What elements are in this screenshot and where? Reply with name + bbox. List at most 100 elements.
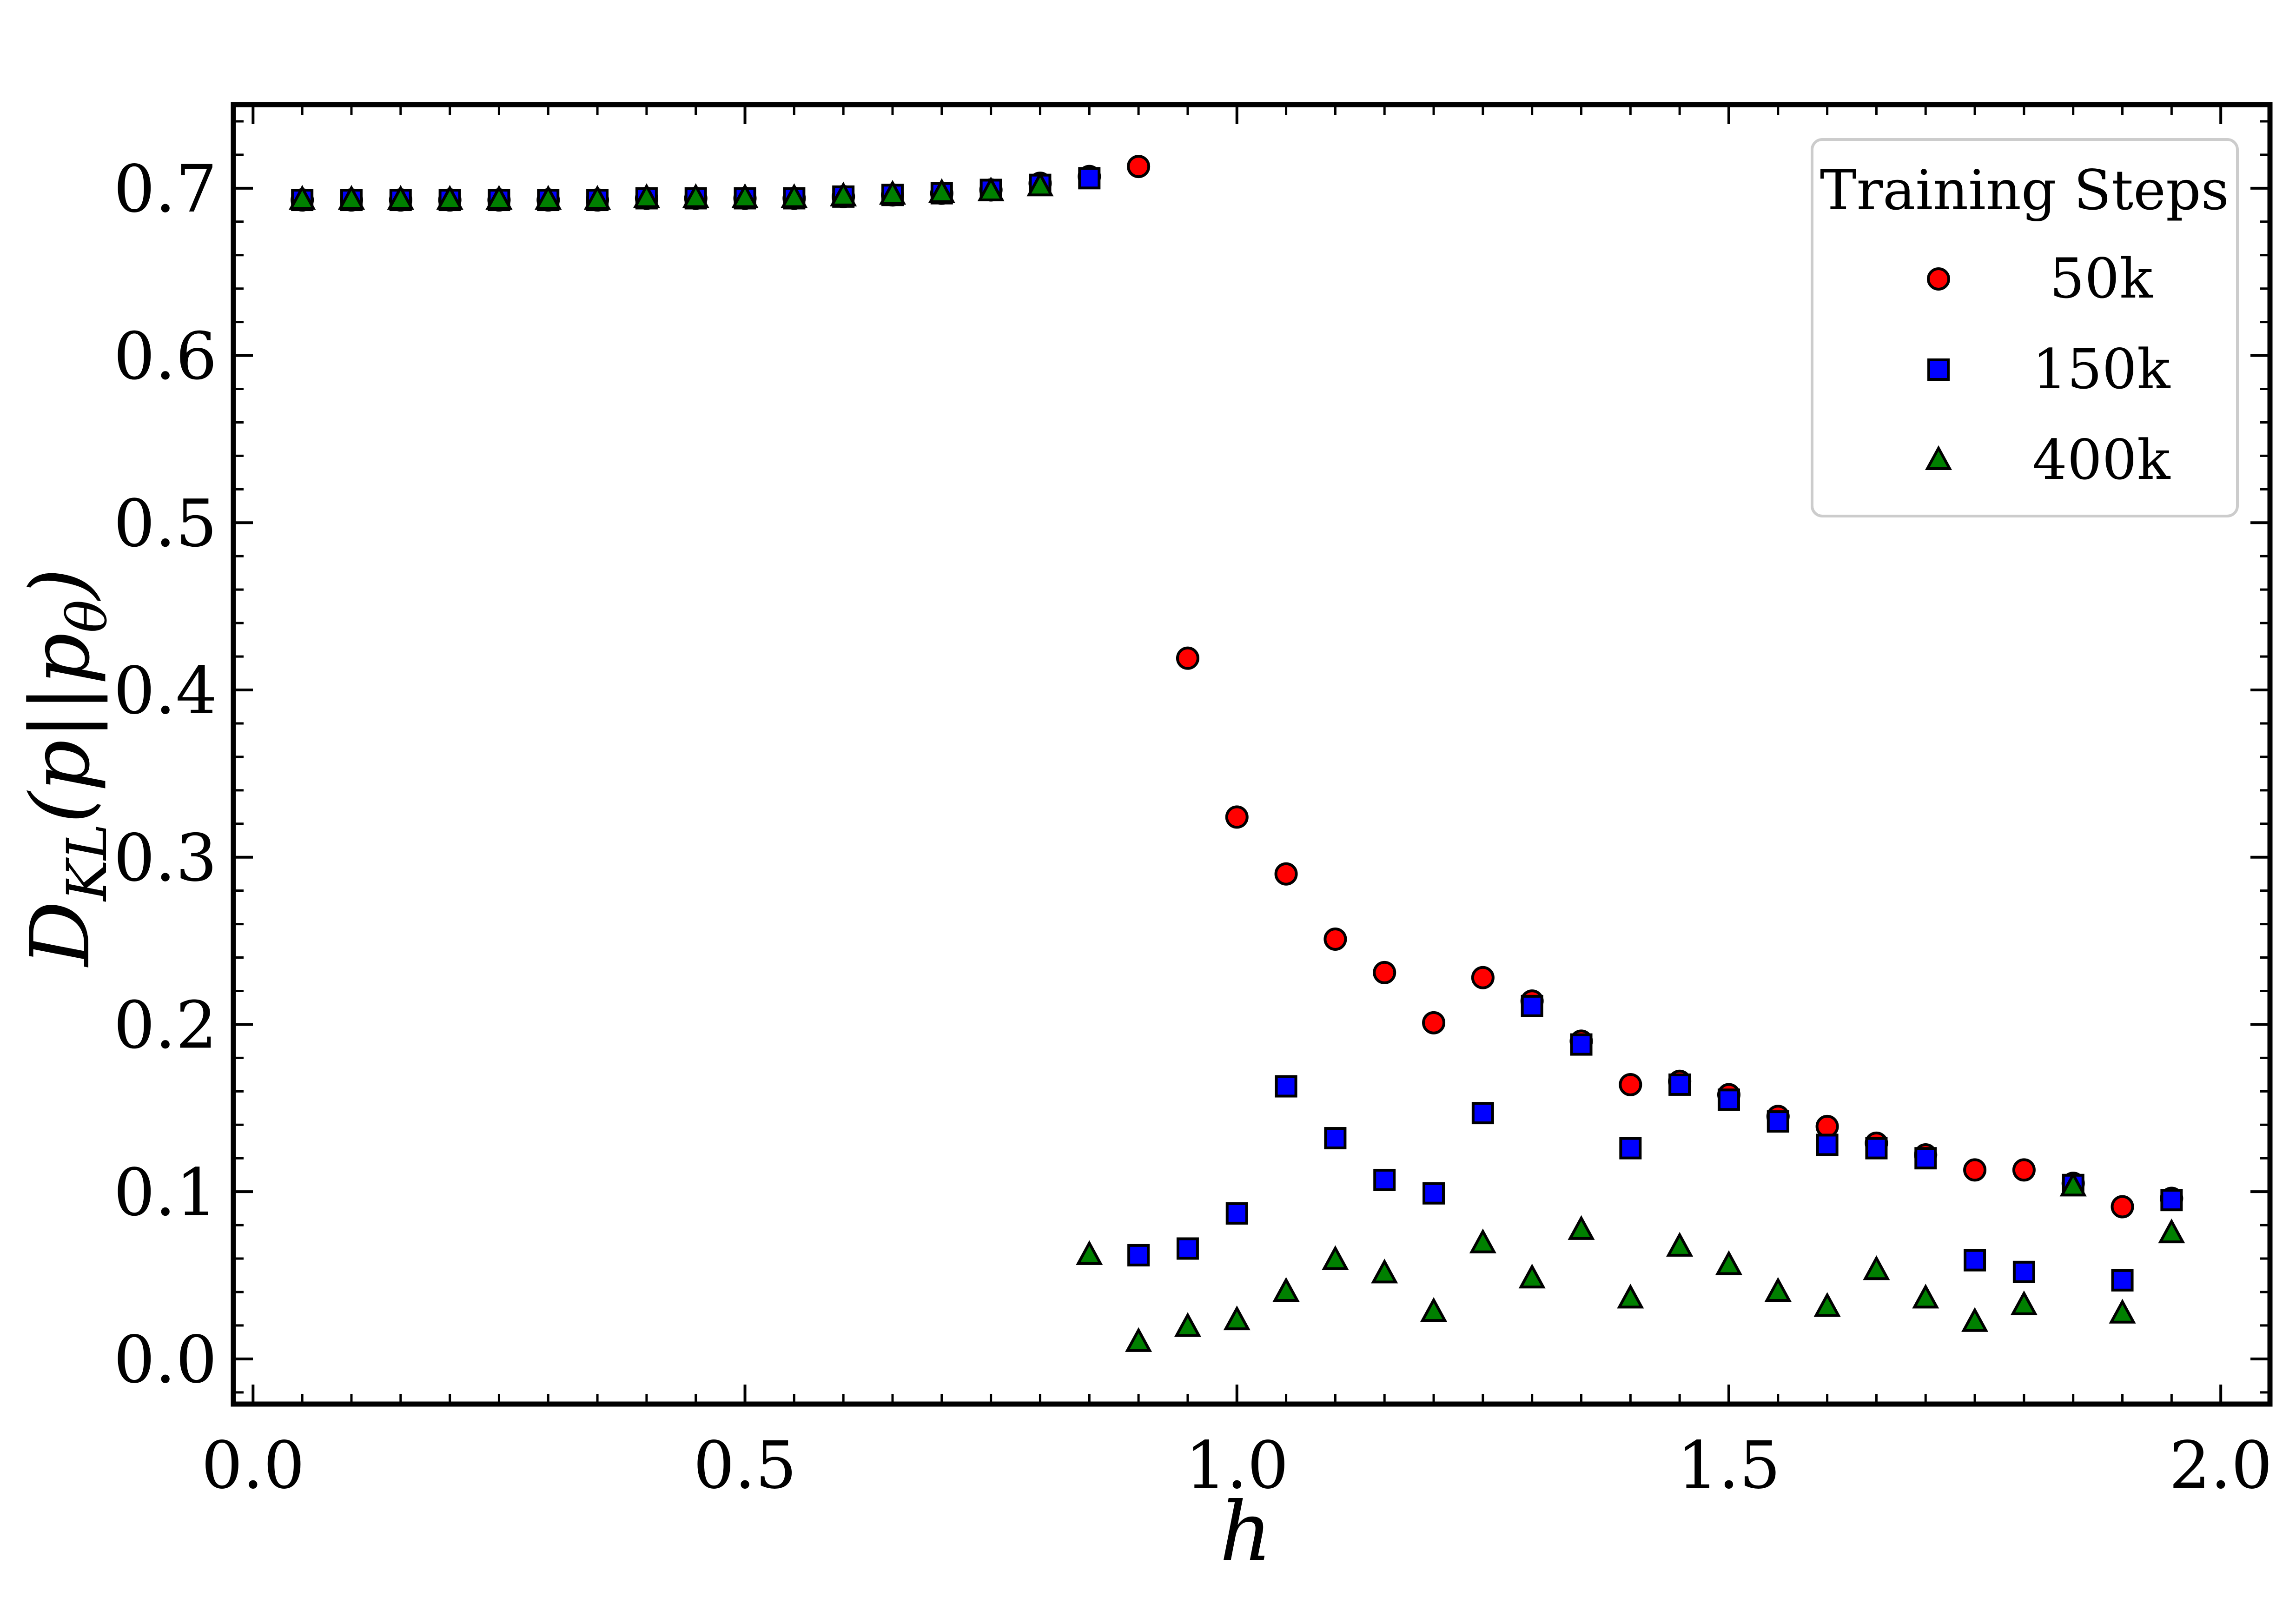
data-point-400k bbox=[928, 178, 955, 203]
data-point-50k bbox=[1373, 961, 1396, 984]
data-markers bbox=[289, 155, 2185, 1352]
data-point-400k bbox=[1174, 1312, 1201, 1337]
data-point-50k bbox=[1963, 1158, 1987, 1182]
data-point-400k bbox=[1272, 1277, 1300, 1302]
data-point-400k bbox=[387, 185, 414, 210]
data-point-400k bbox=[1715, 1250, 1743, 1275]
y-label-theta: θ bbox=[55, 600, 119, 633]
data-point-400k bbox=[2010, 1290, 2038, 1315]
y-tick-label: 0.3 bbox=[113, 821, 217, 896]
data-point-50k bbox=[1176, 646, 1199, 670]
y-tick-label: 0.1 bbox=[113, 1155, 217, 1231]
data-point-150k bbox=[1865, 1137, 1888, 1160]
data-point-50k bbox=[1471, 966, 1495, 989]
data-point-400k bbox=[879, 179, 906, 205]
data-point-400k bbox=[1568, 1215, 1595, 1240]
series-400k bbox=[289, 171, 2185, 1352]
legend-title: Training Steps bbox=[1820, 158, 2229, 222]
data-point-400k bbox=[337, 185, 365, 210]
data-point-150k bbox=[1717, 1088, 1740, 1111]
data-point-150k bbox=[1423, 1182, 1445, 1205]
data-point-50k bbox=[1422, 1011, 1446, 1034]
data-point-400k bbox=[1617, 1284, 1644, 1309]
data-point-400k bbox=[1863, 1255, 1890, 1280]
data-point-150k bbox=[1324, 1127, 1347, 1150]
legend-marker-400k bbox=[1925, 445, 1952, 470]
data-point-400k bbox=[1912, 1284, 1939, 1309]
x-tick-label: 0.0 bbox=[201, 1428, 305, 1504]
data-point-400k bbox=[2059, 1172, 2087, 1197]
y-tick-label: 0.4 bbox=[113, 653, 217, 729]
data-point-150k bbox=[2160, 1189, 2183, 1212]
data-point-150k bbox=[1570, 1033, 1593, 1056]
data-point-50k bbox=[1127, 155, 1151, 179]
data-point-150k bbox=[1767, 1110, 1789, 1133]
data-point-400k bbox=[1076, 1240, 1103, 1265]
data-point-400k bbox=[731, 183, 759, 208]
data-point-50k bbox=[1815, 1114, 1839, 1138]
y-tick-label: 0.6 bbox=[113, 319, 217, 395]
data-point-400k bbox=[1764, 1277, 1792, 1302]
y-label-close: ) bbox=[13, 568, 108, 602]
data-point-400k bbox=[977, 176, 1005, 202]
data-point-400k bbox=[289, 185, 316, 210]
y-label-paren: (p||p bbox=[13, 633, 108, 823]
data-point-400k bbox=[1026, 171, 1054, 197]
y-label-subscript: KL bbox=[55, 823, 119, 902]
data-point-400k bbox=[584, 185, 611, 210]
plot-frame bbox=[231, 102, 2273, 1407]
data-point-150k bbox=[1275, 1075, 1297, 1098]
data-point-50k bbox=[2111, 1195, 2134, 1219]
data-point-400k bbox=[781, 183, 808, 208]
data-point-150k bbox=[1914, 1147, 1937, 1170]
legend-label-400k: 400k bbox=[2032, 428, 2171, 492]
y-axis-label: DKL(p||pθ) bbox=[13, 568, 119, 968]
data-point-150k bbox=[2012, 1260, 2035, 1283]
data-point-400k bbox=[1518, 1263, 1546, 1289]
data-point-150k bbox=[1373, 1168, 1396, 1191]
data-point-150k bbox=[1816, 1133, 1839, 1156]
data-point-400k bbox=[1223, 1305, 1251, 1331]
x-axis-label: h bbox=[1220, 1485, 1272, 1579]
data-point-400k bbox=[1125, 1327, 1152, 1352]
data-point-400k bbox=[1961, 1307, 1989, 1332]
data-point-400k bbox=[1469, 1228, 1496, 1253]
data-point-400k bbox=[1420, 1297, 1448, 1322]
data-point-400k bbox=[2158, 1218, 2185, 1244]
data-point-150k bbox=[1619, 1137, 1642, 1160]
data-point-150k bbox=[1127, 1244, 1150, 1266]
data-point-50k bbox=[1225, 805, 1249, 829]
legend-marker-150k bbox=[1927, 358, 1950, 381]
data-point-150k bbox=[1668, 1073, 1691, 1096]
x-tick-label: 1.0 bbox=[1185, 1428, 1289, 1504]
data-point-150k bbox=[1225, 1202, 1248, 1225]
legend-marker-50k bbox=[1927, 267, 1950, 291]
svg-text:DKL(p||pθ): DKL(p||pθ) bbox=[13, 568, 119, 968]
data-point-50k bbox=[2012, 1158, 2036, 1182]
data-point-150k bbox=[1176, 1237, 1199, 1260]
data-point-400k bbox=[485, 185, 513, 210]
data-point-400k bbox=[2109, 1299, 2136, 1324]
y-tick-label: 0.7 bbox=[113, 152, 217, 227]
data-point-400k bbox=[1813, 1292, 1841, 1317]
data-point-150k bbox=[1521, 994, 1543, 1017]
data-point-400k bbox=[535, 185, 562, 210]
data-point-400k bbox=[682, 183, 709, 208]
y-tick-label: 0.2 bbox=[113, 988, 217, 1063]
legend-box bbox=[1811, 138, 2239, 517]
data-point-400k bbox=[1371, 1259, 1398, 1284]
data-point-150k bbox=[1471, 1102, 1494, 1125]
data-point-50k bbox=[1274, 862, 1298, 886]
axis-tick-labels: 0.0 0.5 1.0 1.5 2.0 0.0 0.1 0.2 0.3 0.4 0.5 0.6 0.7 bbox=[113, 152, 2272, 1504]
y-tick-label: 0.5 bbox=[113, 486, 217, 562]
x-tick-label: 0.5 bbox=[693, 1428, 797, 1504]
data-point-50k bbox=[1323, 927, 1347, 951]
data-point-400k bbox=[1666, 1232, 1694, 1257]
data-point-400k bbox=[633, 183, 660, 208]
legend: Training Steps 50k 150k 400k bbox=[1811, 138, 2239, 517]
data-point-400k bbox=[1322, 1245, 1349, 1270]
y-tick-label: 0.0 bbox=[113, 1322, 217, 1398]
data-point-400k bbox=[436, 185, 463, 210]
data-point-50k bbox=[1619, 1073, 1642, 1096]
